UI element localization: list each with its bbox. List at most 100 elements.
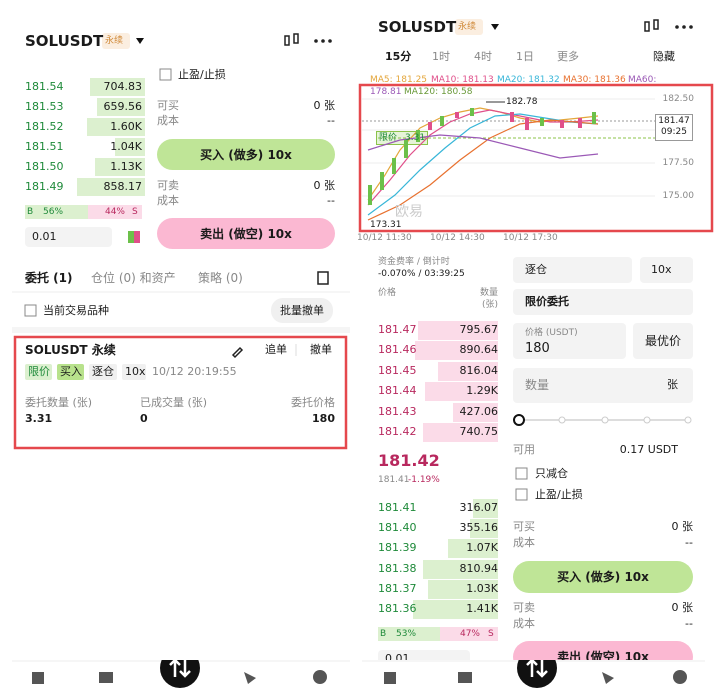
margin-select[interactable] (513, 257, 632, 283)
price-text: 180 (312, 412, 335, 425)
cancel-text: 撤单 (310, 343, 332, 356)
sell-avail-text: 0 张 (313, 179, 336, 192)
buy-avail-label-text: 可买 (513, 520, 535, 533)
price-text: 181.52 (25, 120, 64, 133)
bottom-nav (0, 660, 715, 694)
best-price-button[interactable] (633, 323, 693, 359)
precision-text: 0.01 (32, 230, 57, 243)
depth-bar (90, 78, 145, 96)
price-text: 181.53 (25, 100, 64, 113)
last-price-text: 181.47 (658, 116, 690, 126)
qty-text: 355.16 (459, 521, 499, 535)
filter-text: 当前交易品种 (43, 304, 109, 317)
buy-label-text: B (27, 207, 34, 217)
watermark-text: 欧易 (395, 204, 423, 220)
depth-bar (77, 178, 145, 196)
tag-bg (455, 19, 483, 35)
depth-bar (438, 361, 498, 381)
qty-text: 1.60K (110, 120, 142, 133)
margin-text: 逐仓 (525, 263, 547, 276)
depth-bar (418, 321, 498, 340)
sell-pct-text: 47% (459, 629, 480, 639)
qty-text: 795.67 (459, 323, 499, 336)
order-tag (57, 364, 84, 380)
last-price-box (655, 114, 693, 141)
depth-bar (448, 539, 498, 559)
sell-pct-text: 44% (104, 207, 125, 217)
depth-bar (415, 341, 498, 361)
intervals-text: 4时 (474, 50, 492, 63)
price-text: 181.51 (25, 140, 64, 153)
cancel-all-button[interactable] (271, 298, 333, 323)
ma60-text: MA60: (628, 75, 657, 85)
ma30-text: MA30: 181.36 (563, 75, 626, 85)
price-labels-text: 175.00 (662, 191, 695, 201)
symbol-text: SOLUSDT (378, 18, 457, 36)
depth-bar (97, 98, 145, 116)
buy-avail-label-text: 可买 (157, 99, 179, 112)
buy-button[interactable] (513, 561, 693, 593)
qty-input[interactable] (513, 368, 693, 403)
sell-cost-text: -- (327, 194, 335, 207)
price-text: 181.46 (378, 343, 417, 357)
buy-button-text: 买入 (做多) 10x (557, 570, 649, 584)
buy-button[interactable] (157, 139, 335, 170)
ma60-value-text: 178.81 (370, 87, 402, 97)
symbol-text: SOLUSDT (25, 32, 104, 50)
sell-avail-label-text: 可卖 (513, 601, 535, 614)
sell-avail-label-text: 可卖 (157, 179, 179, 192)
sell-ratio-bar (88, 205, 142, 219)
ma10-text: MA10: 181.13 (431, 75, 494, 85)
buy-cost-label-text: 成本 (157, 114, 179, 127)
sell-label-text: S (132, 207, 138, 217)
book-mode-icon[interactable] (128, 231, 140, 243)
precision-select[interactable] (25, 227, 112, 247)
qty-text: 316.07 (459, 501, 499, 514)
price-text: 181.39 (378, 541, 417, 555)
filled-text: 0 (140, 412, 148, 425)
sell-button-text: 卖出 (做空) 10x (200, 227, 292, 241)
tabs-text: 委托 (1) (25, 271, 73, 285)
qty-text: 427.06 (459, 404, 499, 418)
filled-label-text: 已成交量 (张) (140, 396, 208, 409)
change-text: -1.19% (408, 475, 440, 485)
price-text: 价格 (378, 288, 397, 298)
qty-text: 890.64 (459, 343, 499, 357)
time-labels-text: 10/12 17:30 (503, 233, 558, 243)
order-type-text: 限价委托 (525, 295, 569, 308)
depth-bar (87, 118, 145, 136)
qty-unit-text: (张) (481, 300, 498, 310)
tag-text: 永续 (105, 36, 124, 46)
intervals-text: 15分 (385, 50, 412, 63)
qty-text: 3.31 (25, 412, 53, 425)
qty-text: 1.13K (110, 160, 142, 173)
depth-bar (423, 423, 498, 442)
title-text: SOLUSDT 永续 (25, 343, 116, 357)
ma20-text: MA20: 181.32 (497, 75, 560, 85)
price-label-text: 价格 (USDT) (525, 328, 578, 338)
ma120-text: MA120: 180.58 (404, 87, 473, 97)
sell-button[interactable] (157, 218, 335, 249)
tpsl-text: 止盈/止损 (178, 68, 226, 81)
depth-bar (428, 579, 498, 599)
price-input[interactable] (513, 323, 626, 359)
tabs-text: 仓位 (0) 和资产 (91, 271, 176, 285)
buy-cost-label-text: 成本 (513, 536, 535, 549)
depth-bar (95, 158, 145, 176)
qty-text: 816.04 (459, 363, 499, 377)
leverage-select[interactable] (640, 257, 693, 283)
chase-text: 追单 (265, 343, 287, 356)
depth-bar (423, 559, 498, 579)
order-type-select[interactable] (513, 289, 693, 315)
time-text: 10/12 20:19:55 (152, 365, 237, 378)
buy-ratio-bar (378, 627, 440, 641)
intervals-text: 1时 (432, 50, 450, 63)
qty-placeholder-text: 数量 (525, 378, 550, 392)
price-text: 181.54 (25, 80, 64, 93)
price-label-text: 委托价格 (291, 396, 335, 409)
order-qty-text: 3.31 (405, 133, 426, 143)
tags-text: 10x (125, 365, 146, 378)
qty-text: 1.07K (466, 541, 498, 555)
price-text: 181.49 (25, 180, 64, 193)
